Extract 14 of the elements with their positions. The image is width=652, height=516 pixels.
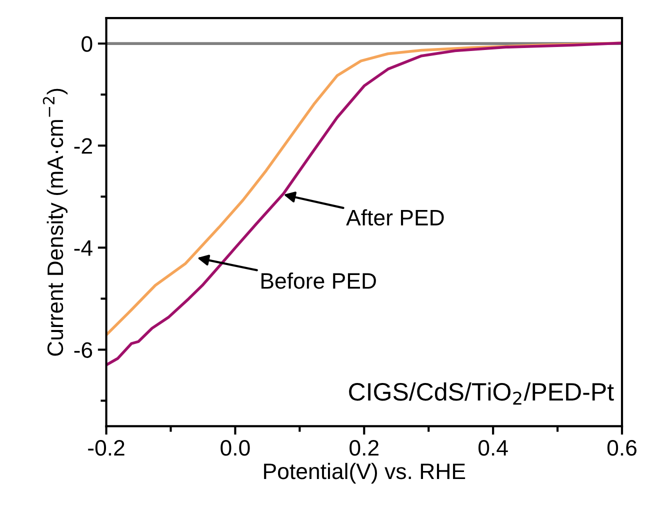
y-tick-label: 0 [82, 36, 92, 52]
annotation: CIGS/CdS/TiO$_{2}$/PED-Pt [349, 382, 614, 405]
y-tick-label: -2 [74, 138, 92, 154]
annotation: After PED [346, 209, 444, 226]
annotation: Before PED [261, 272, 376, 289]
x-tick-label: 0.6 [607, 440, 636, 456]
x-tick-label: 0.2 [350, 440, 378, 456]
x-tick-label: 0.4 [478, 440, 508, 456]
x-tick-label: 0.0 [220, 440, 250, 456]
y-axis-title: Current Density (mA·cm$^{−2}$) [42, 88, 68, 356]
y-tick-label: -6 [74, 342, 92, 358]
x-tick-label: -0.2 [88, 440, 124, 456]
y-tick-label: -4 [74, 240, 92, 256]
x-axis-title: Potential(V) vs. RHE [264, 462, 466, 484]
